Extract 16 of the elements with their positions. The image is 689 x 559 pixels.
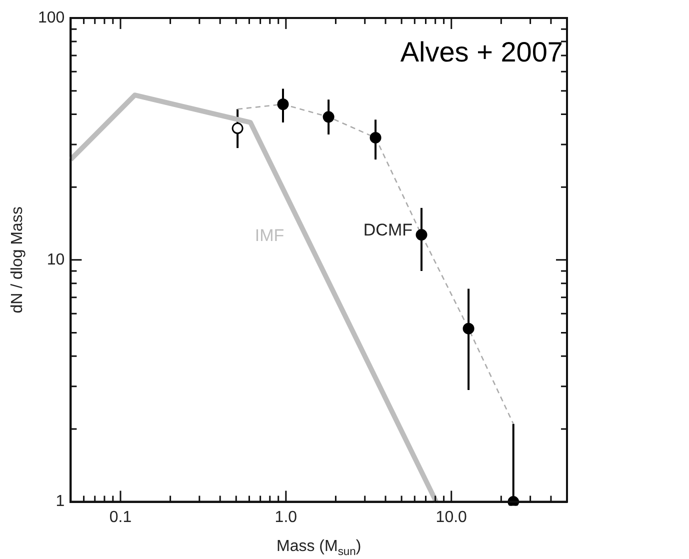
point	[322, 111, 334, 123]
series-label: DCMF	[363, 220, 413, 240]
point	[462, 322, 474, 334]
point	[277, 98, 289, 110]
point	[370, 132, 382, 144]
y-tick-label: 1	[56, 493, 65, 510]
annotation: Alves + 2007	[400, 36, 563, 68]
x-tick-label: 0.1	[109, 508, 132, 526]
y-tick-label: 100	[38, 9, 65, 26]
series-label: IMF	[254, 226, 284, 245]
y-tick-label: 10	[46, 251, 65, 268]
x-tick-label: 10.0	[436, 508, 468, 526]
x-tick-label: 1.0	[274, 508, 298, 526]
point	[416, 229, 428, 241]
y-axis-title: dN / dlog Mass	[9, 206, 26, 314]
point	[232, 122, 244, 134]
